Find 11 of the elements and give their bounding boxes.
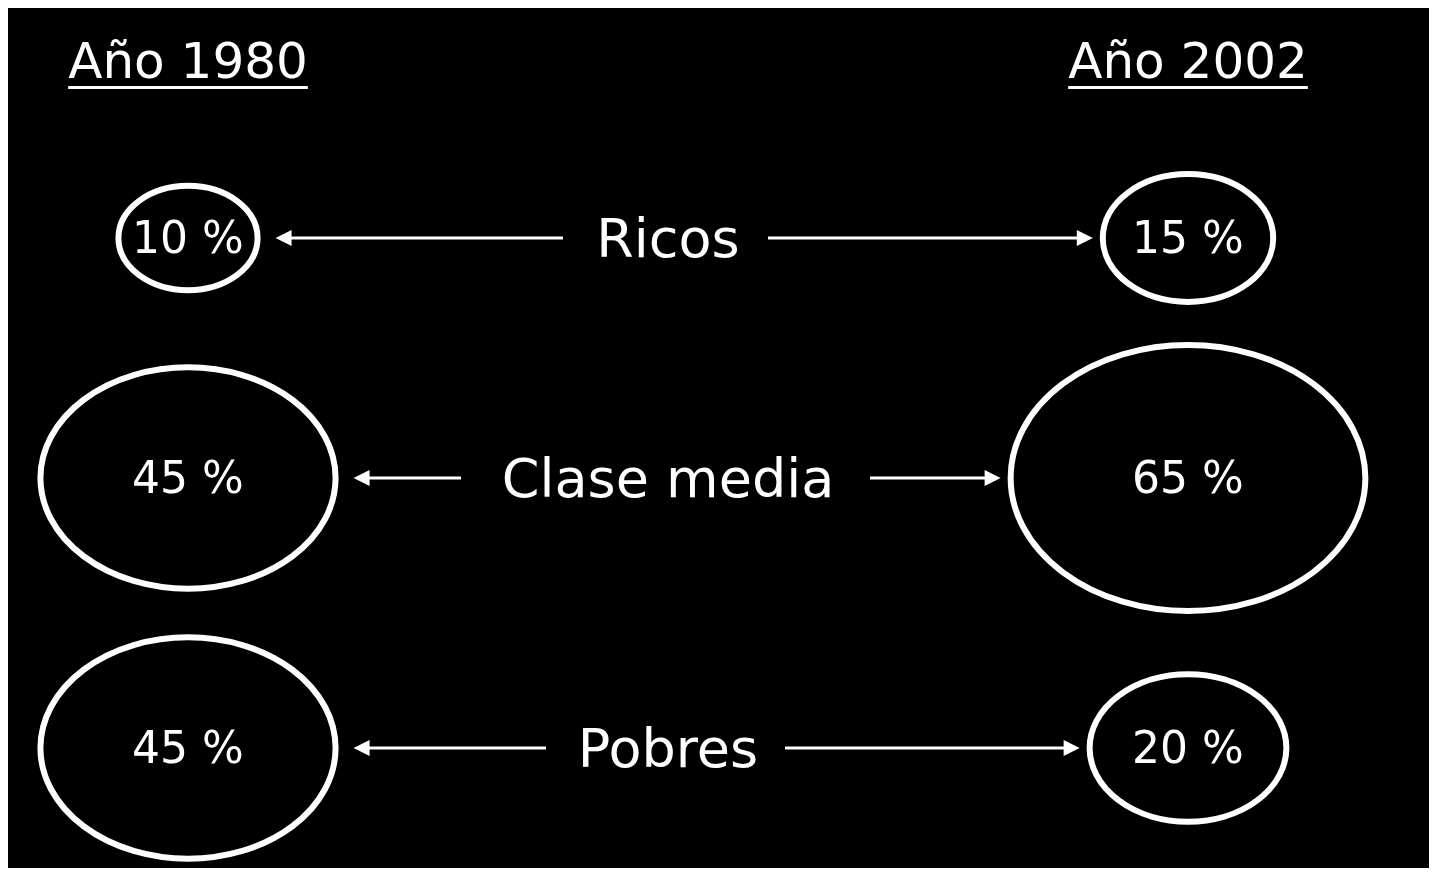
data-label: 15 % (1132, 212, 1244, 264)
data-label: 45 % (132, 452, 244, 504)
category-label: Clase media (501, 446, 835, 510)
legend-label: Año 1980 (68, 32, 308, 90)
category-label: Ricos (596, 206, 740, 270)
data-label: 10 % (132, 212, 244, 264)
data-label: 20 % (1132, 722, 1244, 774)
category-label: Pobres (577, 716, 759, 780)
data-label: 45 % (132, 722, 244, 774)
legend-label: Año 2002 (1068, 32, 1308, 90)
data-label: 65 % (1132, 452, 1244, 504)
